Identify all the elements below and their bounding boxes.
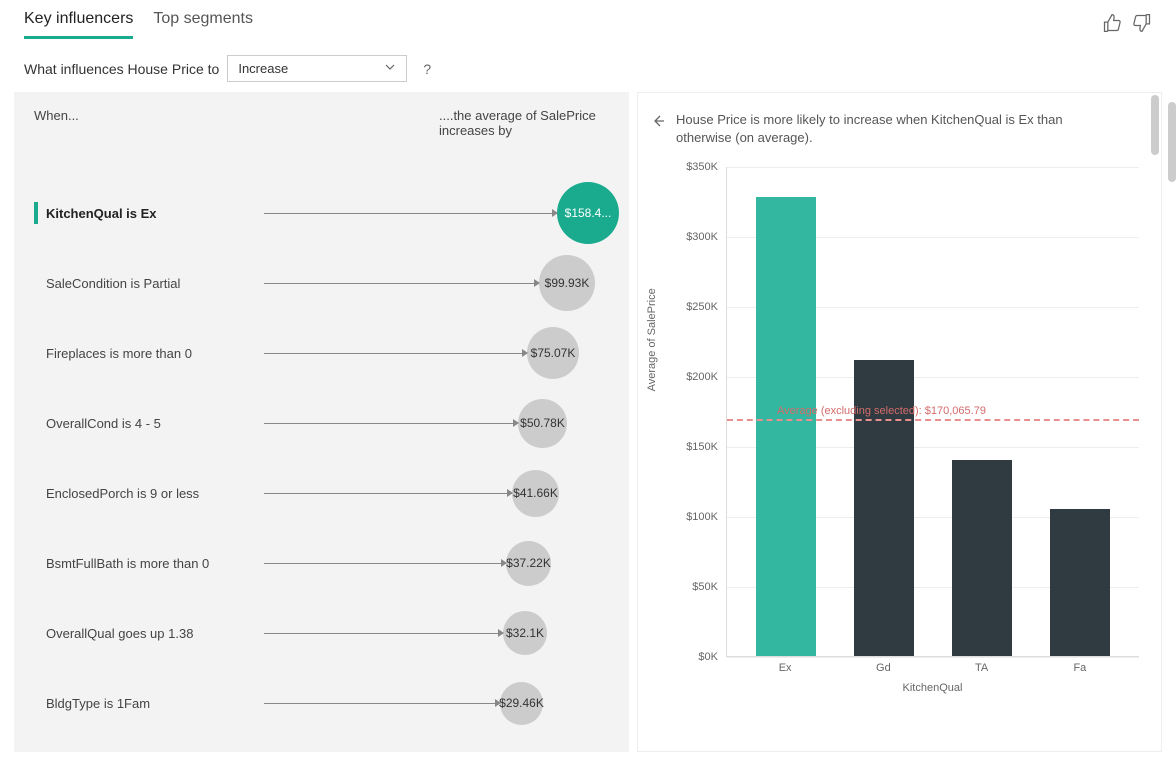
influencer-line xyxy=(264,423,518,424)
x-tick: Fa xyxy=(1050,662,1110,674)
col-header-when: When... xyxy=(34,108,79,138)
influencer-label: KitchenQual is Ex xyxy=(34,206,264,221)
chevron-down-icon xyxy=(384,61,396,76)
influencer-line xyxy=(264,213,557,214)
influencer-bubble[interactable]: $99.93K xyxy=(539,255,595,311)
help-icon[interactable]: ? xyxy=(423,61,431,77)
influencer-row[interactable]: Fireplaces is more than 0 $75.07K xyxy=(34,318,619,388)
influencer-bubble[interactable]: $32.1K xyxy=(503,611,547,655)
y-tick: $150K xyxy=(686,441,718,453)
y-axis-label: Average of SalePrice xyxy=(646,289,658,392)
influencer-bubble[interactable]: $29.46K xyxy=(500,682,543,725)
panel-scrollbar[interactable] xyxy=(1151,95,1159,155)
question-text: What influences House Price to xyxy=(24,61,219,77)
arrow-right-icon xyxy=(513,419,519,427)
influencer-label: BldgType is 1Fam xyxy=(34,696,264,711)
influencer-label: OverallQual goes up 1.38 xyxy=(34,626,264,641)
influencer-bubble[interactable]: $50.78K xyxy=(518,399,567,448)
col-header-effect: ....the average of SalePrice increases b… xyxy=(439,108,619,138)
x-tick: Ex xyxy=(755,662,815,674)
y-tick: $350K xyxy=(686,161,718,173)
dropdown-value: Increase xyxy=(238,61,288,76)
back-arrow-icon[interactable] xyxy=(650,113,666,132)
bar[interactable] xyxy=(854,360,914,657)
influencer-row[interactable]: BsmtFullBath is more than 0 $37.22K xyxy=(34,528,619,598)
influencers-panel: When... ....the average of SalePrice inc… xyxy=(14,92,629,752)
detail-panel: House Price is more likely to increase w… xyxy=(637,92,1162,752)
influencer-line xyxy=(264,563,506,564)
y-tick: $300K xyxy=(686,231,718,243)
arrow-right-icon xyxy=(498,629,504,637)
arrow-right-icon xyxy=(522,349,528,357)
tabs: Key influencers Top segments xyxy=(24,10,253,39)
x-axis-label: KitchenQual xyxy=(726,682,1139,694)
y-tick: $50K xyxy=(692,581,718,593)
influencer-row[interactable]: OverallQual goes up 1.38 $32.1K xyxy=(34,598,619,668)
influencer-bubble[interactable]: $37.22K xyxy=(506,541,551,586)
arrow-right-icon xyxy=(507,489,513,497)
arrow-right-icon xyxy=(495,699,501,707)
header: Key influencers Top segments xyxy=(0,0,1176,39)
visual-scrollbar[interactable] xyxy=(1168,102,1176,182)
influencer-bubble[interactable]: $41.66K xyxy=(512,470,559,517)
thumbs-down-icon[interactable] xyxy=(1132,13,1152,36)
influencer-bubble[interactable]: $158.4... xyxy=(557,182,619,244)
y-ticks: $0K$50K$100K$150K$200K$250K$300K$350K xyxy=(678,167,724,657)
influencer-row[interactable]: EnclosedPorch is 9 or less $41.66K xyxy=(34,458,619,528)
influencer-row[interactable]: KitchenQual is Ex $158.4... xyxy=(34,178,619,248)
selected-indicator xyxy=(34,202,38,224)
influencers-headers: When... ....the average of SalePrice inc… xyxy=(34,108,619,138)
average-line xyxy=(727,419,1139,421)
influencer-label: OverallCond is 4 - 5 xyxy=(34,416,264,431)
feedback-icons xyxy=(1102,13,1152,36)
bar[interactable] xyxy=(952,460,1012,656)
x-ticks: Ex Gd TA Fa xyxy=(726,662,1139,674)
thumbs-up-icon[interactable] xyxy=(1102,13,1122,36)
influencer-line xyxy=(264,353,527,354)
influencer-row[interactable]: BldgType is 1Fam $29.46K xyxy=(34,668,619,738)
influencer-list: KitchenQual is Ex$158.4...SaleCondition … xyxy=(34,178,619,738)
y-tick: $200K xyxy=(686,371,718,383)
x-tick: Gd xyxy=(853,662,913,674)
influencer-label: Fireplaces is more than 0 xyxy=(34,346,264,361)
body: When... ....the average of SalePrice inc… xyxy=(0,92,1176,752)
arrow-right-icon xyxy=(552,209,558,217)
bar[interactable] xyxy=(1050,509,1110,656)
grid-line xyxy=(727,657,1139,658)
detail-header: House Price is more likely to increase w… xyxy=(650,111,1149,147)
arrow-right-icon xyxy=(534,279,540,287)
influencer-label: SaleCondition is Partial xyxy=(34,276,264,291)
tab-top-segments[interactable]: Top segments xyxy=(153,10,253,39)
influencer-line xyxy=(264,283,539,284)
influencer-bubble[interactable]: $75.07K xyxy=(527,327,579,379)
y-tick: $100K xyxy=(686,511,718,523)
x-tick: TA xyxy=(952,662,1012,674)
tab-key-influencers[interactable]: Key influencers xyxy=(24,10,133,39)
influencer-label: EnclosedPorch is 9 or less xyxy=(34,486,264,501)
detail-title: House Price is more likely to increase w… xyxy=(676,111,1119,147)
y-tick: $0K xyxy=(698,651,718,663)
chart: Average of SalePrice $0K$50K$100K$150K$2… xyxy=(660,167,1149,707)
influencer-row[interactable]: SaleCondition is Partial $99.93K xyxy=(34,248,619,318)
y-tick: $250K xyxy=(686,301,718,313)
arrow-right-icon xyxy=(501,559,507,567)
influencer-line xyxy=(264,703,500,704)
direction-dropdown[interactable]: Increase xyxy=(227,55,407,82)
influencer-line xyxy=(264,493,512,494)
influencer-label: BsmtFullBath is more than 0 xyxy=(34,556,264,571)
plot-area: Average (excluding selected): $170,065.7… xyxy=(726,167,1139,657)
influencer-line xyxy=(264,633,503,634)
influencer-row[interactable]: OverallCond is 4 - 5 $50.78K xyxy=(34,388,619,458)
bar[interactable] xyxy=(756,197,816,656)
average-label: Average (excluding selected): $170,065.7… xyxy=(777,405,986,417)
question-row: What influences House Price to Increase … xyxy=(0,39,1176,92)
